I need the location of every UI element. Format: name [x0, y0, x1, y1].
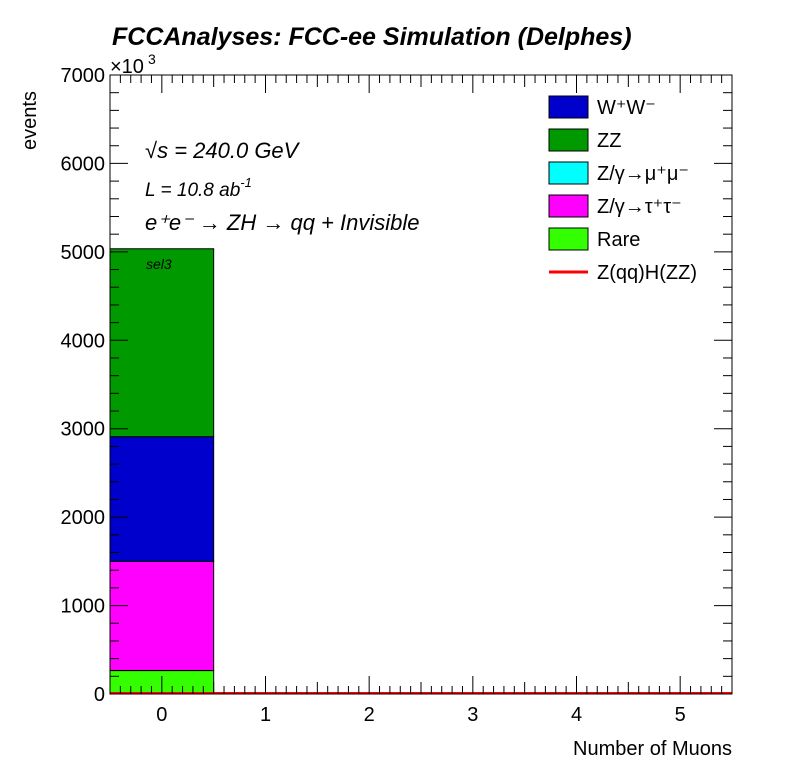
energy-label: √s = 240.0 GeV [145, 138, 301, 163]
x-tick-label: 0 [156, 704, 167, 726]
y-tick-label: 5000 [61, 242, 106, 264]
legend-swatch [548, 95, 589, 119]
bar-z--bin-0 [109, 560, 215, 672]
y-tick-label: 6000 [61, 153, 106, 175]
legend-label: Rare [597, 229, 640, 251]
legend: W⁺W⁻ ZZ Z/γ→μ⁺μ⁻ Z/γ→τ⁺τ⁻ Rare Z(qq)H(ZZ) [548, 95, 697, 284]
lumi-value: L = 10.8 ab [145, 180, 240, 201]
y-axis-label: events [19, 91, 41, 150]
y-tick-label: 3000 [61, 419, 106, 441]
y-tick-label: 0 [94, 684, 105, 706]
x-axis-ticks: 0 1 2 3 4 5 [109, 75, 733, 726]
process-label: e⁺e⁻ → ZH → qq + Invisible [145, 210, 420, 235]
x-tick-label: 5 [675, 704, 686, 726]
chart-title: FCCAnalyses: FCC-ee Simulation (Delphes) [112, 23, 632, 51]
selection-label: sel3 [146, 256, 172, 272]
bar-w-w--bin-0 [109, 436, 215, 562]
bar-zz-bin-0 [109, 248, 215, 438]
x-tick-label: 1 [260, 704, 271, 726]
y-axis-ticks: 0 1000 2000 3000 4000 5000 6000 7000 [61, 65, 732, 706]
legend-label: W⁺W⁻ [597, 97, 656, 119]
y-tick-label: 7000 [61, 65, 106, 87]
y-tick-label: 4000 [61, 330, 106, 352]
x-tick-label: 4 [571, 704, 582, 726]
legend-label: Z/γ→μ⁺μ⁻ [597, 163, 689, 185]
x-tick-label: 2 [364, 704, 375, 726]
legend-label: Z(qq)H(ZZ) [597, 262, 697, 284]
lumi-exponent: -1 [240, 175, 252, 190]
energy-value: = 240.0 GeV [168, 138, 301, 163]
legend-swatch [548, 161, 589, 185]
y-multiplier-base: ×10 [110, 56, 144, 78]
legend-swatch [548, 128, 589, 152]
histogram-bars [109, 248, 215, 695]
sqrt-s: √s [145, 138, 168, 163]
y-tick-label: 1000 [61, 596, 106, 618]
annotations: √s = 240.0 GeV L = 10.8 ab-1 e⁺e⁻ → ZH →… [145, 138, 420, 272]
luminosity-label: L = 10.8 ab-1 [145, 175, 252, 201]
legend-swatch [548, 194, 589, 218]
x-axis-label: Number of Muons [573, 738, 732, 760]
x-tick-label: 3 [467, 704, 478, 726]
y-tick-label: 2000 [61, 507, 106, 529]
legend-swatch [548, 227, 589, 251]
legend-label: Z/γ→τ⁺τ⁻ [597, 196, 682, 218]
legend-label: ZZ [597, 130, 621, 152]
y-axis-multiplier: ×10 3 [110, 51, 156, 78]
y-multiplier-exponent: 3 [148, 51, 156, 67]
